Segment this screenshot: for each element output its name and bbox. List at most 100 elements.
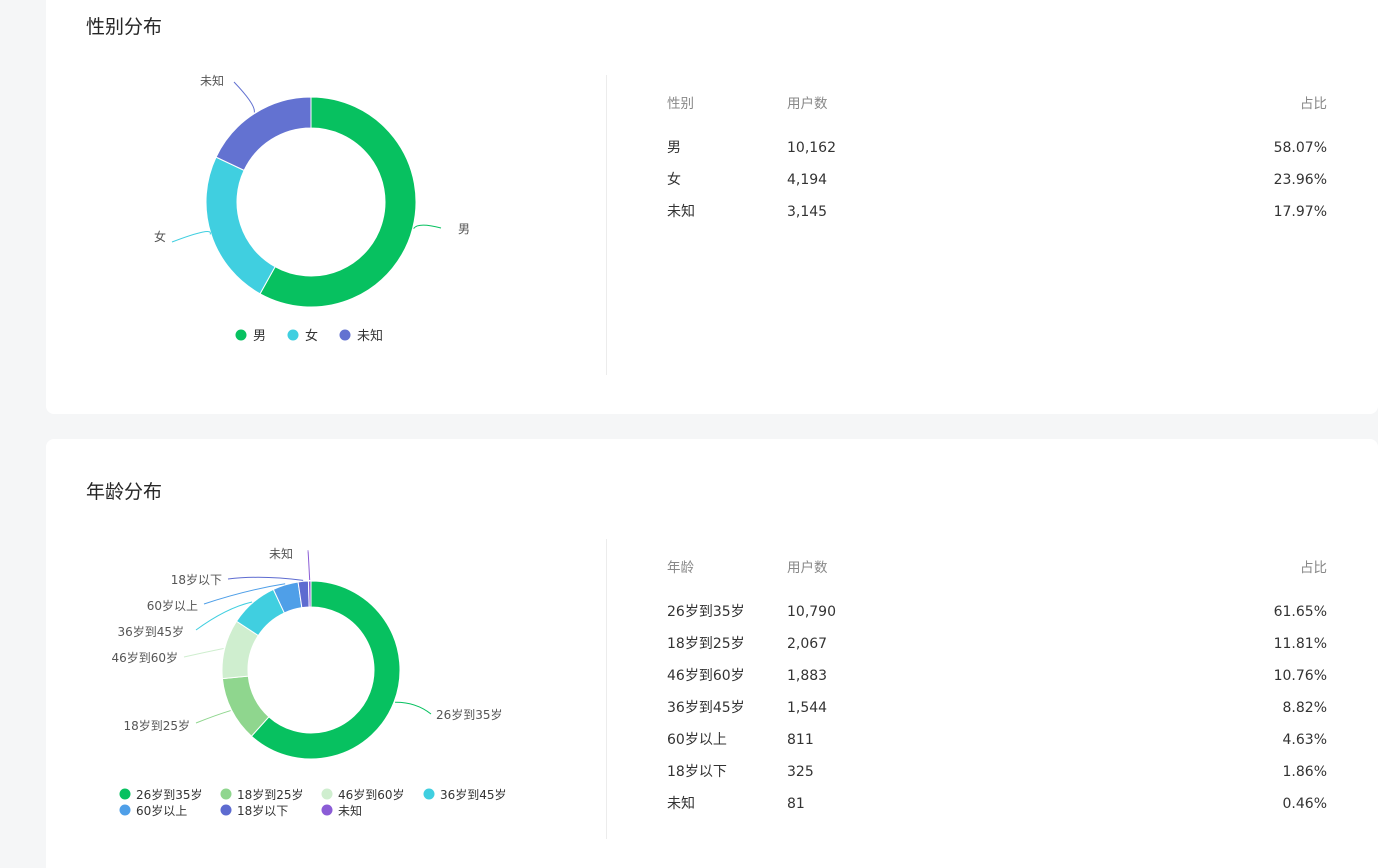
row-count: 3,145 xyxy=(787,204,828,220)
row-label: 女 xyxy=(667,172,681,188)
table-row: 36岁到45岁 1,544 8.82% xyxy=(667,692,1327,724)
gender-title: 性别分布 xyxy=(86,16,163,38)
gender-table: 性别 用户数 占比 男 10,162 58.07% 女 4,194 23.96%… xyxy=(667,88,1327,228)
row-count: 81 xyxy=(787,796,805,812)
slice-label: 46岁到60岁 xyxy=(111,650,178,665)
row-pct: 10.76% xyxy=(1273,668,1327,684)
age-table: 年龄 用户数 占比 26岁到35岁 10,790 61.65% 18岁到25岁 … xyxy=(667,552,1327,820)
legend-label[interactable]: 26岁到35岁 xyxy=(136,787,203,802)
table-row: 女 4,194 23.96% xyxy=(667,164,1327,196)
age-title: 年龄分布 xyxy=(86,481,163,503)
gender-col-label: 性别 xyxy=(667,96,694,112)
gender-col-count: 用户数 xyxy=(787,96,828,112)
gender-table-header: 性别 用户数 占比 xyxy=(667,88,1327,132)
row-count: 1,883 xyxy=(787,668,828,684)
table-row: 18岁以下 325 1.86% xyxy=(667,756,1327,788)
legend-dot xyxy=(321,804,333,816)
row-count: 1,544 xyxy=(787,700,828,716)
table-row: 未知 81 0.46% xyxy=(667,788,1327,820)
slice-label: 女 xyxy=(154,229,166,244)
row-label: 36岁到45岁 xyxy=(667,700,745,716)
legend-dot xyxy=(339,329,351,341)
label-line xyxy=(183,647,224,658)
gender-card: 性别分布 男女未知男女未知 性别 用户数 占比 男 10,162 58.07% … xyxy=(46,0,1378,414)
row-label: 18岁以下 xyxy=(667,764,727,780)
legend-dot xyxy=(287,329,299,341)
row-label: 46岁到60岁 xyxy=(667,668,745,684)
slice-label: 男 xyxy=(458,222,470,236)
legend-label[interactable]: 36岁到45岁 xyxy=(440,787,507,802)
age-donut-chart: 26岁到35岁18岁到25岁46岁到60岁36岁到45岁60岁以上18岁以下未知… xyxy=(111,547,507,818)
legend-label[interactable]: 60岁以上 xyxy=(136,803,187,818)
gender-divider xyxy=(606,75,607,375)
age-table-header: 年龄 用户数 占比 xyxy=(667,552,1327,596)
label-line xyxy=(395,701,432,715)
row-label: 26岁到35岁 xyxy=(667,604,745,620)
age-col-pct: 占比 xyxy=(1300,560,1327,576)
row-label: 18岁到25岁 xyxy=(667,636,745,652)
age-divider xyxy=(606,539,607,839)
row-count: 2,067 xyxy=(787,636,828,652)
slice-label: 未知 xyxy=(269,547,293,561)
slice-label: 18岁到25岁 xyxy=(123,718,190,733)
gender-col-pct: 占比 xyxy=(1300,96,1327,112)
legend-dot xyxy=(423,788,435,800)
legend-label[interactable]: 18岁到25岁 xyxy=(237,787,304,802)
row-count: 325 xyxy=(787,764,814,780)
row-count: 10,790 xyxy=(787,604,836,620)
row-pct: 11.81% xyxy=(1273,636,1327,652)
label-line xyxy=(227,576,304,581)
row-pct: 17.97% xyxy=(1273,204,1327,220)
row-pct: 0.46% xyxy=(1282,796,1327,812)
row-label: 60岁以上 xyxy=(667,732,727,748)
legend-dot xyxy=(321,788,333,800)
row-pct: 58.07% xyxy=(1273,140,1327,156)
row-pct: 8.82% xyxy=(1282,700,1327,716)
row-label: 未知 xyxy=(667,204,695,220)
row-count: 10,162 xyxy=(787,140,836,156)
table-row: 26岁到35岁 10,790 61.65% xyxy=(667,596,1327,628)
legend-dot xyxy=(119,788,131,800)
age-col-label: 年龄 xyxy=(667,560,694,576)
label-line xyxy=(233,81,255,113)
table-row: 46岁到60岁 1,883 10.76% xyxy=(667,660,1327,692)
table-row: 18岁到25岁 2,067 11.81% xyxy=(667,628,1327,660)
donut-slice-0[interactable] xyxy=(259,96,417,308)
label-line xyxy=(195,601,253,631)
row-count: 4,194 xyxy=(787,172,828,188)
slice-label: 60岁以上 xyxy=(147,598,198,613)
legend-dot xyxy=(235,329,247,341)
legend-label[interactable]: 18岁以下 xyxy=(237,803,288,818)
row-pct: 23.96% xyxy=(1273,172,1327,188)
legend-label[interactable]: 女 xyxy=(305,328,318,344)
table-row: 男 10,162 58.07% xyxy=(667,132,1327,164)
label-line xyxy=(171,231,211,243)
legend-dot xyxy=(119,804,131,816)
age-col-count: 用户数 xyxy=(787,560,828,576)
legend-label[interactable]: 未知 xyxy=(357,328,383,344)
slice-label: 36岁到45岁 xyxy=(117,624,184,639)
donut-slice-6[interactable] xyxy=(307,580,312,608)
slice-label: 18岁以下 xyxy=(171,572,222,587)
age-card: 年龄分布 26岁到35岁 18岁到25岁 46岁到60岁 36岁到45岁 60岁以上 18… xyxy=(46,439,1378,868)
row-label: 男 xyxy=(667,140,681,156)
table-row: 未知 3,145 17.97% xyxy=(667,196,1327,228)
row-label: 未知 xyxy=(667,796,695,812)
row-pct: 1.86% xyxy=(1282,764,1327,780)
legend-label[interactable]: 46岁到60岁 xyxy=(338,787,405,802)
row-pct: 4.63% xyxy=(1282,732,1327,748)
legend-dot xyxy=(220,804,232,816)
donut-slice-0[interactable] xyxy=(250,580,401,760)
label-line xyxy=(307,550,311,581)
row-count: 811 xyxy=(787,732,814,748)
table-row: 60岁以上 811 4.63% xyxy=(667,724,1327,756)
gender-donut-chart: 男女未知男女未知 xyxy=(154,74,470,344)
label-line xyxy=(413,224,442,229)
slice-label: 未知 xyxy=(200,74,224,88)
row-pct: 61.65% xyxy=(1273,604,1327,620)
legend-label[interactable]: 男 xyxy=(253,329,266,344)
label-line xyxy=(203,583,286,605)
legend-dot xyxy=(220,788,232,800)
legend-label[interactable]: 未知 xyxy=(338,804,362,818)
donut-slice-2[interactable] xyxy=(215,96,312,172)
